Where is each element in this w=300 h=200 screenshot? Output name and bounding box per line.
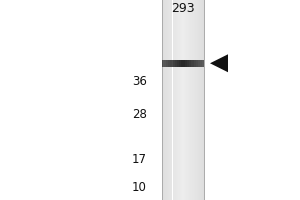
Bar bbox=[194, 60, 196, 67]
Bar bbox=[168, 0, 169, 200]
Bar bbox=[198, 0, 199, 200]
Bar bbox=[184, 0, 185, 200]
Bar bbox=[170, 0, 172, 200]
Bar bbox=[181, 60, 183, 67]
Bar bbox=[187, 60, 189, 67]
Bar bbox=[166, 0, 167, 200]
Bar bbox=[193, 0, 194, 200]
Text: 10: 10 bbox=[132, 181, 147, 194]
Bar bbox=[199, 0, 200, 200]
Bar bbox=[162, 60, 164, 67]
Bar bbox=[166, 60, 168, 67]
Bar bbox=[163, 0, 164, 200]
Bar bbox=[178, 0, 179, 200]
Bar bbox=[169, 0, 170, 200]
Bar bbox=[187, 0, 188, 200]
Bar bbox=[183, 60, 185, 67]
Bar bbox=[167, 0, 168, 200]
Text: 28: 28 bbox=[132, 108, 147, 121]
Bar bbox=[186, 0, 187, 200]
Bar bbox=[182, 0, 183, 200]
Bar bbox=[175, 0, 176, 200]
Bar bbox=[183, 0, 184, 200]
Bar bbox=[189, 0, 190, 200]
Bar bbox=[198, 60, 200, 67]
Bar bbox=[185, 60, 187, 67]
Bar bbox=[172, 0, 174, 200]
Bar bbox=[191, 60, 194, 67]
Bar bbox=[202, 60, 204, 67]
Bar bbox=[164, 60, 166, 67]
Bar bbox=[164, 0, 165, 200]
Text: 17: 17 bbox=[132, 153, 147, 166]
Bar bbox=[174, 0, 175, 200]
Bar bbox=[201, 0, 202, 200]
Text: 293: 293 bbox=[171, 2, 195, 15]
Bar bbox=[196, 60, 198, 67]
Bar bbox=[168, 60, 170, 67]
Bar bbox=[195, 0, 196, 200]
Bar bbox=[177, 60, 179, 67]
Bar bbox=[191, 0, 193, 200]
Bar bbox=[170, 60, 172, 67]
Bar bbox=[181, 0, 182, 200]
Bar bbox=[188, 0, 189, 200]
Bar bbox=[202, 0, 203, 200]
Bar bbox=[200, 60, 202, 67]
Bar bbox=[196, 0, 197, 200]
Text: 36: 36 bbox=[132, 75, 147, 88]
Bar bbox=[190, 0, 191, 200]
Bar bbox=[175, 60, 177, 67]
Bar bbox=[185, 0, 186, 200]
Bar bbox=[162, 0, 163, 200]
Bar bbox=[172, 60, 175, 67]
Bar bbox=[179, 60, 181, 67]
Polygon shape bbox=[210, 54, 228, 72]
Bar bbox=[197, 0, 198, 200]
Bar bbox=[200, 0, 201, 200]
Bar bbox=[176, 0, 177, 200]
Bar bbox=[180, 0, 181, 200]
Bar bbox=[177, 0, 178, 200]
Bar bbox=[165, 0, 166, 200]
Bar bbox=[203, 0, 204, 200]
Bar bbox=[179, 0, 180, 200]
Bar bbox=[189, 60, 191, 67]
